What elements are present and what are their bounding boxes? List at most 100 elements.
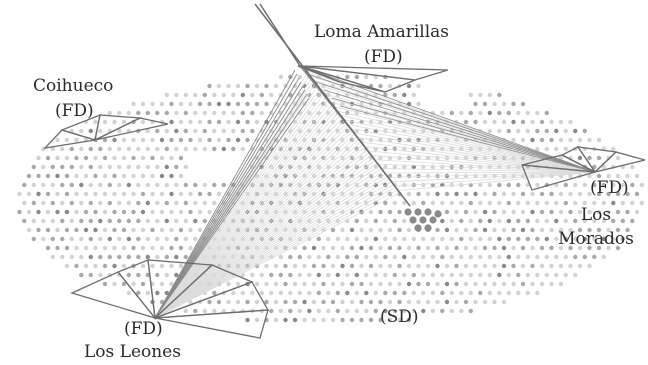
surface-detector-tank [364, 308, 369, 314]
surface-detector-tank [520, 101, 526, 107]
surface-detector-tank [136, 290, 141, 296]
surface-detector-tank [520, 245, 526, 251]
surface-detector-tank [131, 173, 136, 179]
surface-detector-tank [430, 164, 435, 170]
surface-detector-tank [60, 254, 65, 260]
surface-detector-tank [425, 299, 431, 305]
light-ray [154, 92, 325, 319]
surface-detector-tank [74, 245, 79, 251]
surface-detector-tank [178, 155, 184, 161]
surface-detector-tank [60, 200, 65, 206]
surface-detector-tank [539, 263, 545, 269]
surface-detector-tank [349, 317, 355, 323]
surface-detector-tank [511, 281, 516, 287]
surface-detector-tank [140, 245, 146, 251]
surface-detector-tank [487, 272, 492, 278]
surface-detector-tank [506, 128, 511, 134]
surface-detector-tank [169, 281, 174, 287]
surface-detector-tank [45, 191, 51, 197]
surface-detector-tank [492, 191, 497, 197]
surface-detector-tank [69, 236, 75, 242]
surface-detector-tank [311, 281, 317, 287]
surface-detector-tank [240, 128, 245, 134]
surface-detector-tank [107, 182, 113, 188]
surface-detector-tank [145, 164, 150, 170]
surface-detector-tank [473, 263, 478, 269]
surface-detector-tank [478, 110, 483, 116]
surface-detector-tank [183, 182, 188, 188]
surface-detector-tank [554, 200, 559, 206]
surface-detector-tank [554, 128, 559, 134]
surface-detector-tank [117, 218, 122, 224]
surface-detector-tank [492, 299, 497, 305]
surface-detector-tank [577, 209, 583, 215]
surface-detector-tank [140, 137, 146, 143]
surface-detector-tank [615, 245, 621, 251]
surface-detector-tank [155, 128, 160, 134]
light-ray [339, 105, 596, 173]
surface-detector-tank [50, 182, 55, 188]
surface-detector-tank [221, 92, 226, 98]
surface-detector-tank [121, 191, 127, 197]
surface-detector-tank [17, 209, 22, 215]
surface-detector-tank [121, 155, 127, 161]
surface-detector-tank [212, 182, 217, 188]
surface-detector-tank [582, 200, 587, 206]
surface-detector-tank [240, 290, 245, 296]
surface-detector-tank [93, 173, 98, 179]
surface-detector-tank [558, 245, 564, 251]
surface-detector-tank [497, 290, 502, 296]
surface-detector-tank [174, 272, 179, 278]
surface-detector-tank [478, 290, 483, 296]
surface-detector-tank [254, 119, 260, 125]
surface-detector-tank [202, 146, 207, 152]
surface-detector-tank [440, 290, 445, 296]
surface-detector-tank [387, 263, 393, 269]
surface-detector-tank [302, 281, 307, 287]
surface-detector-tank [93, 191, 98, 197]
surface-detector-tank [31, 236, 36, 242]
surface-detector-tank [235, 299, 241, 305]
surface-detector-tank [212, 200, 217, 206]
surface-detector-tank [102, 209, 108, 215]
surface-detector-tank [226, 281, 231, 287]
surface-detector-tank [159, 281, 165, 287]
core-hit-tank [424, 208, 432, 216]
surface-detector-tank [620, 218, 625, 224]
surface-detector-tank [188, 101, 193, 107]
surface-detector-tank [345, 182, 350, 188]
surface-detector-tank [183, 236, 188, 242]
surface-detector-tank [387, 299, 393, 305]
surface-detector-tank [463, 191, 469, 197]
surface-detector-tank [620, 200, 625, 206]
surface-detector-tank [169, 209, 174, 215]
surface-detector-tank [226, 83, 231, 89]
surface-detector-tank [563, 182, 568, 188]
surface-detector-tank [592, 182, 597, 188]
surface-detector-tank [378, 155, 383, 161]
surface-detector-tank [330, 317, 336, 323]
surface-detector-tank [573, 236, 578, 242]
surface-detector-tank [297, 110, 302, 116]
surface-detector-tank [577, 263, 583, 269]
surface-detector-tank [492, 119, 497, 125]
surface-detector-tank [74, 155, 79, 161]
surface-detector-tank [240, 200, 245, 206]
surface-detector-tank [31, 200, 36, 206]
surface-detector-tank [634, 191, 640, 197]
surface-detector-tank [373, 182, 378, 188]
surface-detector-tank [554, 272, 559, 278]
light-ray [351, 128, 596, 173]
surface-detector-tank [444, 263, 450, 269]
surface-detector-tank [212, 128, 217, 134]
surface-detector-tank [107, 254, 113, 260]
surface-detector-tank [140, 155, 146, 161]
surface-detector-tank [269, 290, 274, 296]
surface-detector-tank [150, 101, 155, 107]
surface-detector-tank [79, 218, 84, 224]
surface-detector-tank [606, 209, 611, 215]
surface-detector-tank [482, 191, 488, 197]
surface-detector-tank [98, 200, 103, 206]
surface-detector-tank [397, 299, 402, 305]
surface-detector-tank [544, 200, 549, 206]
